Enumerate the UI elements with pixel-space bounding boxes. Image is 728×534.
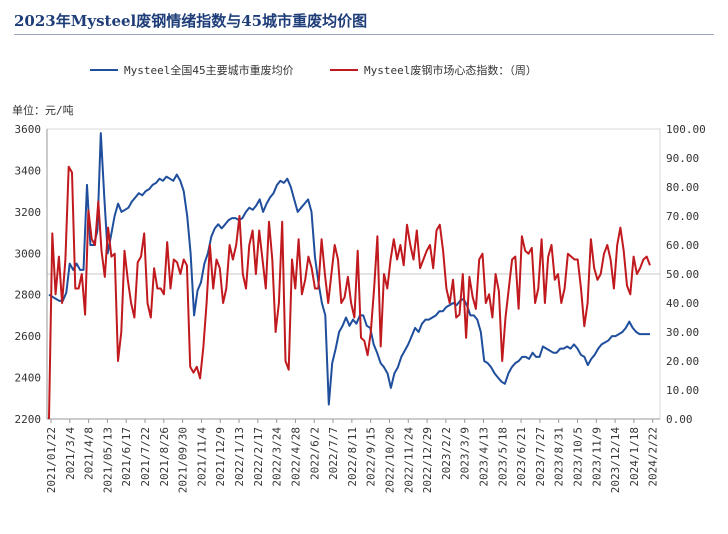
x-tick-label: 2023/11/9: [590, 427, 603, 487]
left-tick-label: 3400: [15, 164, 42, 177]
chart-title: 2023年Mysteel废钢情绪指数与45城市重废均价图: [14, 12, 368, 30]
x-tick-label: 2023/2/2: [440, 427, 453, 480]
right-tick-label: 100.00: [666, 123, 706, 136]
x-tick-label: 2022/6/2: [308, 427, 321, 480]
x-tick-label: 2023/8/31: [553, 427, 566, 487]
x-tick-label: 2024/2/22: [647, 427, 660, 487]
x-tick-label: 2022/7/7: [327, 427, 340, 480]
x-tick-label: 2021/12/9: [214, 427, 227, 487]
x-tick-label: 2022/10/20: [383, 427, 396, 493]
x-tick-label: 2021/09/30: [177, 427, 190, 493]
x-tick-label: 2023/6/21: [515, 427, 528, 487]
x-tick-label: 2022/1/13: [233, 427, 246, 487]
right-tick-label: 50.00: [666, 268, 699, 281]
x-tick-label: 2023/7/27: [534, 427, 547, 487]
right-tick-label: 40.00: [666, 297, 699, 310]
legend-label: Mysteel全国45主要城市重废均价: [124, 63, 294, 77]
x-tick-label: 2023/3/9: [459, 427, 472, 480]
right-tick-label: 10.00: [666, 384, 699, 397]
x-tick-label: 2023/5/18: [496, 427, 509, 487]
right-tick-label: 90.00: [666, 152, 699, 165]
x-tick-label: 2021/4/8: [83, 427, 96, 480]
right-tick-label: 30.00: [666, 326, 699, 339]
left-tick-label: 3200: [15, 206, 42, 219]
x-tick-label: 2022/4/28: [289, 427, 302, 487]
legend-label: Mysteel废钢市场心态指数：（周）: [364, 63, 537, 77]
right-tick-label: 70.00: [666, 210, 699, 223]
series-line-sentiment: [48, 165, 651, 420]
x-tick-label: 2021/7/22: [139, 427, 152, 487]
x-tick-label: 2022/11/24: [402, 427, 415, 494]
x-tick-label: 2021/8/26: [158, 427, 171, 487]
left-tick-label: 2800: [15, 289, 42, 302]
left-axis-unit-label: 单位：元/吨: [12, 103, 74, 117]
left-tick-label: 2400: [15, 372, 42, 385]
left-tick-label: 2200: [15, 413, 42, 426]
right-tick-label: 80.00: [666, 181, 699, 194]
series-line-price: [48, 132, 650, 406]
x-tick-label: 2024/1/18: [628, 427, 641, 487]
x-tick-label: 2023/12/14: [609, 427, 622, 494]
right-tick-label: 60.00: [666, 239, 699, 252]
x-tick-label: 2022/12/29: [421, 427, 434, 493]
x-tick-label: 2023/4/13: [477, 427, 490, 487]
x-tick-label: 2021/05/13: [101, 427, 114, 493]
right-tick-label: 20.00: [666, 355, 699, 368]
x-tick-label: 2023/10/5: [572, 427, 585, 487]
x-tick-label: 2021/6/17: [120, 427, 133, 487]
left-tick-label: 2600: [15, 330, 42, 343]
x-tick-label: 2022/3/24: [271, 427, 284, 487]
x-tick-label: 2022/9/15: [365, 427, 378, 487]
left-tick-label: 3600: [15, 123, 42, 136]
title-underline: [14, 34, 714, 35]
x-tick-label: 2021/3/4: [64, 427, 77, 480]
left-tick-label: 3000: [15, 247, 42, 260]
right-tick-label: 0.00: [666, 413, 693, 426]
x-tick-label: 2022/2/17: [252, 427, 265, 487]
x-tick-label: 2021/01/22: [45, 427, 58, 493]
x-tick-label: 2022/8/11: [346, 427, 359, 487]
x-tick-label: 2021/11/4: [195, 427, 208, 487]
